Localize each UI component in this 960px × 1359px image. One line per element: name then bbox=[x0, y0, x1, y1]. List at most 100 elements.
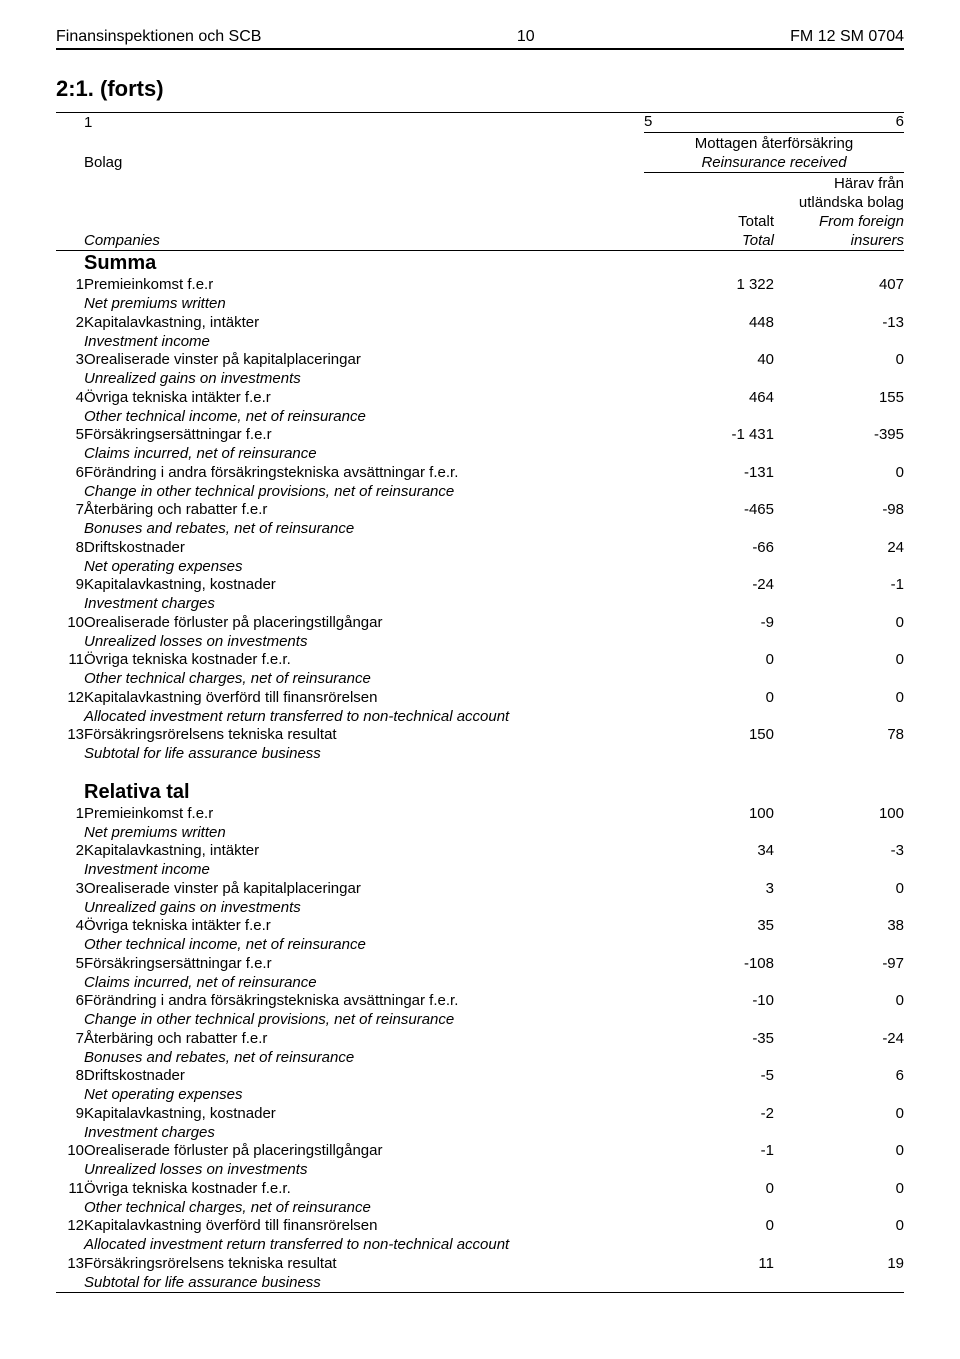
row-label-en: Investment income bbox=[84, 333, 644, 352]
row-value-1: -9 bbox=[644, 614, 774, 633]
table-row: 9Kapitalavkastning, kostnader-24-1 bbox=[56, 576, 904, 595]
row-value-1: 100 bbox=[644, 805, 774, 824]
row-value-1: 11 bbox=[644, 1255, 774, 1274]
row-value-2: 0 bbox=[774, 1105, 904, 1124]
row-number: 12 bbox=[56, 1217, 84, 1236]
row-label-en: Investment income bbox=[84, 861, 644, 880]
row-value-2: 0 bbox=[774, 689, 904, 708]
head-left-sv: Bolag bbox=[84, 132, 644, 173]
row-value-2: -24 bbox=[774, 1030, 904, 1049]
table-row-sub: Net premiums written bbox=[56, 824, 904, 843]
colnum-label: 1 bbox=[84, 113, 644, 132]
head-group-en: Reinsurance received bbox=[644, 154, 904, 173]
row-value-2: 6 bbox=[774, 1067, 904, 1086]
row-value-1: -108 bbox=[644, 955, 774, 974]
head-col2-en: From foreign insurers bbox=[819, 213, 904, 249]
row-label-sv: Försäkringsersättningar f.e.r bbox=[84, 426, 644, 445]
table-row: 11Övriga tekniska kostnader f.e.r.00 bbox=[56, 651, 904, 670]
row-label-sv: Övriga tekniska kostnader f.e.r. bbox=[84, 651, 644, 670]
table-row: 2Kapitalavkastning, intäkter448-13 bbox=[56, 314, 904, 333]
row-value-2: -98 bbox=[774, 501, 904, 520]
row-value-2: 0 bbox=[774, 464, 904, 483]
table-row: 3Orealiserade vinster på kapitalplacerin… bbox=[56, 351, 904, 370]
row-label-sv: Premieinkomst f.e.r bbox=[84, 276, 644, 295]
row-value-1: -2 bbox=[644, 1105, 774, 1124]
row-number: 2 bbox=[56, 314, 84, 333]
row-value-2: 0 bbox=[774, 992, 904, 1011]
row-label-sv: Övriga tekniska intäkter f.e.r bbox=[84, 389, 644, 408]
row-label-en: Subtotal for life assurance business bbox=[84, 745, 644, 764]
row-number: 6 bbox=[56, 464, 84, 483]
row-value-1: -24 bbox=[644, 576, 774, 595]
row-label-sv: Övriga tekniska kostnader f.e.r. bbox=[84, 1180, 644, 1199]
row-number: 5 bbox=[56, 426, 84, 445]
table-row: 1Premieinkomst f.e.r1 322407 bbox=[56, 276, 904, 295]
head-col1: Totalt Total bbox=[644, 173, 774, 251]
row-label-sv: Premieinkomst f.e.r bbox=[84, 805, 644, 824]
table-row: 11Övriga tekniska kostnader f.e.r.00 bbox=[56, 1180, 904, 1199]
table-row-sub: Claims incurred, net of reinsurance bbox=[56, 445, 904, 464]
table-row: 7Återbäring och rabatter f.e.r-465-98 bbox=[56, 501, 904, 520]
row-label-en: Subtotal for life assurance business bbox=[84, 1274, 644, 1293]
row-value-1: -10 bbox=[644, 992, 774, 1011]
row-label-en: Other technical charges, net of reinsura… bbox=[84, 670, 644, 689]
head-group: Mottagen återförsäkring Reinsurance rece… bbox=[644, 132, 904, 173]
row-label-en: Change in other technical provisions, ne… bbox=[84, 1011, 644, 1030]
row-label-sv: Förändring i andra försäkringstekniska a… bbox=[84, 992, 644, 1011]
row-value-1: 0 bbox=[644, 651, 774, 670]
table-row: 5Försäkringsersättningar f.e.r-108-97 bbox=[56, 955, 904, 974]
row-value-2: 38 bbox=[774, 917, 904, 936]
row-number: 12 bbox=[56, 689, 84, 708]
row-number: 13 bbox=[56, 726, 84, 745]
colnum-6: 6 bbox=[774, 113, 904, 132]
table-row: 3Orealiserade vinster på kapitalplacerin… bbox=[56, 880, 904, 899]
table-row-sub: Other technical income, net of reinsuran… bbox=[56, 408, 904, 427]
table-row-sub: Investment income bbox=[56, 333, 904, 352]
group-title: Relativa tal bbox=[84, 764, 644, 805]
row-number: 13 bbox=[56, 1255, 84, 1274]
row-value-1: -1 bbox=[644, 1142, 774, 1161]
row-label-en: Investment charges bbox=[84, 595, 644, 614]
row-value-2: 0 bbox=[774, 651, 904, 670]
head-col1-en: Total bbox=[742, 232, 774, 249]
row-label-en: Bonuses and rebates, net of reinsurance bbox=[84, 1049, 644, 1068]
group-title-row: Summa bbox=[56, 251, 904, 276]
row-value-1: 448 bbox=[644, 314, 774, 333]
table-row-sub: Claims incurred, net of reinsurance bbox=[56, 974, 904, 993]
table-row: 8Driftskostnader-56 bbox=[56, 1067, 904, 1086]
header-left: Finansinspektionen och SCB bbox=[56, 28, 261, 46]
row-value-2: 0 bbox=[774, 351, 904, 370]
row-value-2: 407 bbox=[774, 276, 904, 295]
page: Finansinspektionen och SCB 10 FM 12 SM 0… bbox=[0, 0, 960, 1333]
table-row: 5Försäkringsersättningar f.e.r-1 431-395 bbox=[56, 426, 904, 445]
table-row-sub: Net operating expenses bbox=[56, 558, 904, 577]
table-row: 6Förändring i andra försäkringstekniska … bbox=[56, 464, 904, 483]
row-label-sv: Kapitalavkastning, kostnader bbox=[84, 576, 644, 595]
row-value-1: 150 bbox=[644, 726, 774, 745]
head-group-sv: Mottagen återförsäkring bbox=[695, 135, 853, 152]
group-title: Summa bbox=[84, 251, 644, 276]
table-row: 9Kapitalavkastning, kostnader-20 bbox=[56, 1105, 904, 1124]
row-label-sv: Kapitalavkastning, intäkter bbox=[84, 314, 644, 333]
table-row: 4Övriga tekniska intäkter f.e.r3538 bbox=[56, 917, 904, 936]
row-label-sv: Orealiserade förluster på placeringstill… bbox=[84, 1142, 644, 1161]
row-number: 1 bbox=[56, 276, 84, 295]
financial-table: 1 5 6 Bolag Mottagen återförsäkring Rein… bbox=[56, 112, 904, 1293]
table-row-sub: Other technical income, net of reinsuran… bbox=[56, 936, 904, 955]
table-row-sub: Allocated investment return transferred … bbox=[56, 1236, 904, 1255]
table-row-sub: Subtotal for life assurance business bbox=[56, 1274, 904, 1293]
table-row-sub: Unrealized gains on investments bbox=[56, 370, 904, 389]
row-label-en: Unrealized gains on investments bbox=[84, 370, 644, 389]
row-value-1: 1 322 bbox=[644, 276, 774, 295]
row-label-sv: Kapitalavkastning överförd till finansrö… bbox=[84, 689, 644, 708]
row-label-en: Investment charges bbox=[84, 1124, 644, 1143]
row-label-sv: Driftskostnader bbox=[84, 1067, 644, 1086]
row-value-2: 0 bbox=[774, 1217, 904, 1236]
row-label-en: Net operating expenses bbox=[84, 558, 644, 577]
row-value-1: -131 bbox=[644, 464, 774, 483]
header-rule bbox=[56, 48, 904, 50]
table-head-row-2: Companies Totalt Total Härav från utländ… bbox=[56, 173, 904, 251]
header-center: 10 bbox=[517, 28, 535, 46]
row-value-1: 464 bbox=[644, 389, 774, 408]
row-number: 8 bbox=[56, 1067, 84, 1086]
